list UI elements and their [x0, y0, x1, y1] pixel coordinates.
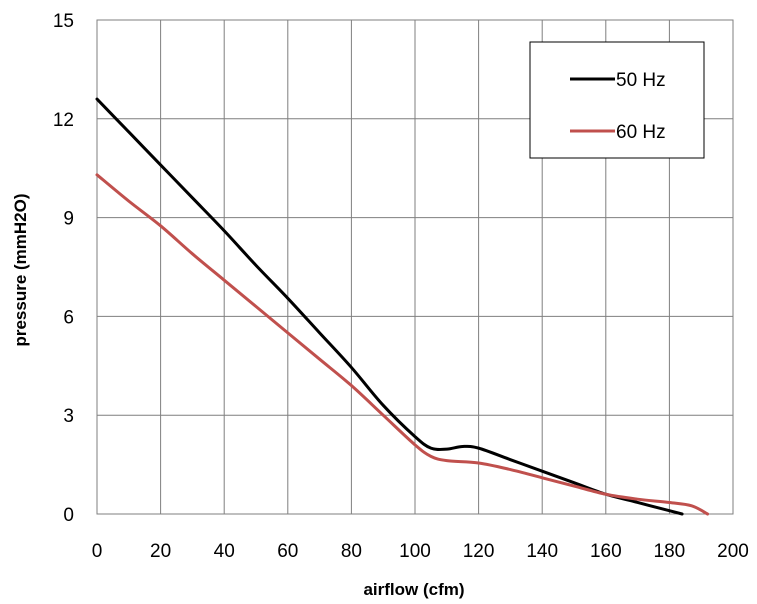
x-tick-label: 80: [341, 541, 362, 562]
y-tick-label: 15: [53, 11, 74, 32]
x-axis-tick-labels: 0 20 40 60 80 100 120 140 160 180 200: [92, 541, 749, 562]
x-tick-label: 0: [92, 541, 103, 562]
y-tick-label: 0: [63, 505, 74, 526]
y-tick-label: 6: [63, 307, 74, 328]
y-tick-label: 9: [63, 209, 74, 230]
x-tick-label: 120: [463, 541, 495, 562]
x-tick-label: 40: [214, 541, 235, 562]
y-tick-label: 3: [63, 406, 74, 427]
y-axis-title: pressure (mmH2O): [11, 193, 30, 346]
x-tick-label: 20: [150, 541, 171, 562]
series-lines: [95, 97, 710, 516]
x-tick-label: 100: [399, 541, 431, 562]
y-axis-tick-labels: 0 3 6 9 12 15: [53, 11, 74, 526]
legend: 50 Hz 60 Hz: [529, 41, 705, 159]
legend-label-50hz: 50 Hz: [616, 70, 666, 91]
x-axis-title: airflow (cfm): [363, 580, 464, 599]
x-tick-label: 200: [717, 541, 749, 562]
x-tick-label: 180: [654, 541, 686, 562]
series-line-60hz: [95, 173, 710, 516]
x-tick-label: 60: [277, 541, 298, 562]
plot-area-frame: [96, 19, 734, 515]
x-tick-label: 160: [590, 541, 622, 562]
series-line-50hz: [95, 97, 684, 516]
y-tick-label: 12: [53, 110, 74, 131]
x-tick-label: 140: [526, 541, 558, 562]
legend-box: [529, 41, 705, 159]
legend-label-60hz: 60 Hz: [616, 122, 666, 143]
